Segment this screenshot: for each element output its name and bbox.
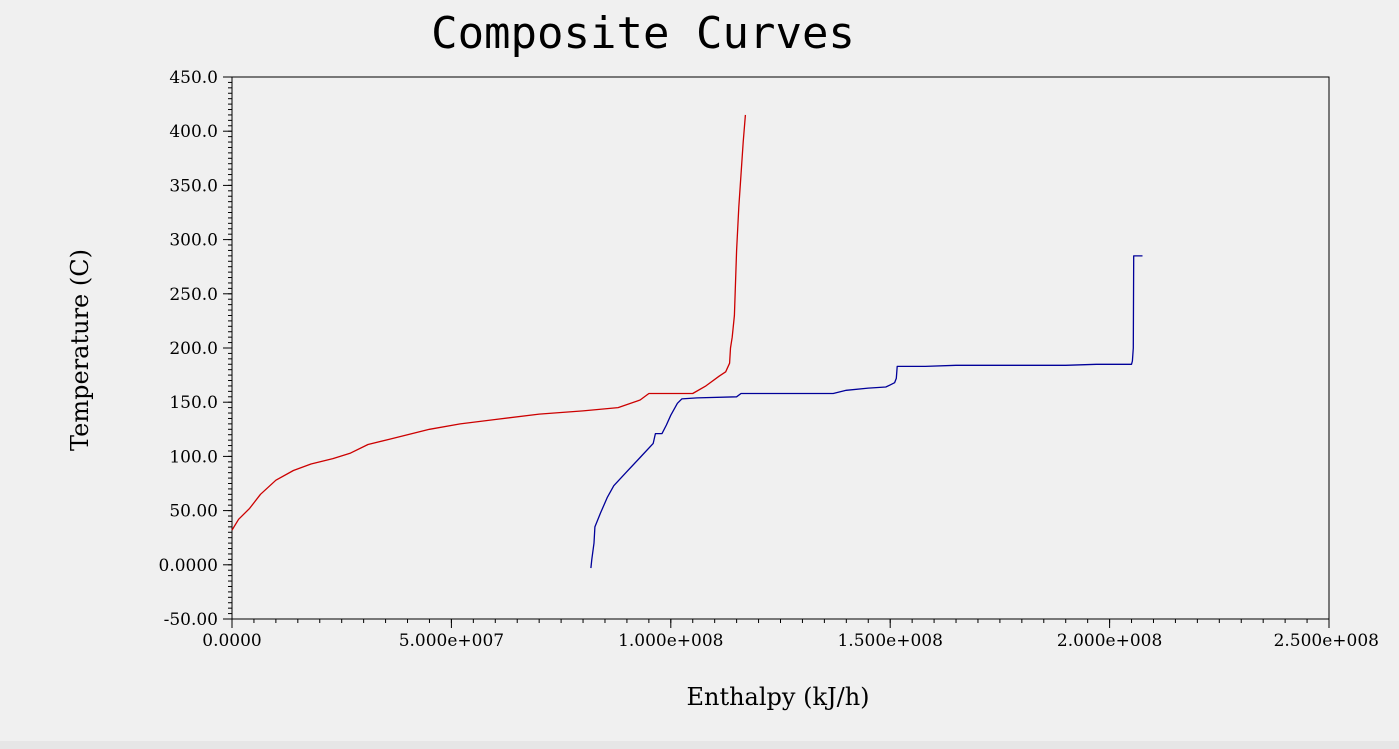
- y-tick-label: 450.0: [169, 68, 218, 88]
- x-tick-label: 2.500e+008: [1274, 631, 1379, 651]
- x-axis-label: Enthalpy (kJ/h): [686, 683, 869, 711]
- y-axis: -50.00 0.0000 50.00 100.0 150.0 200.0 250.0 300…: [159, 68, 232, 630]
- y-tick-label: 300.0: [169, 231, 218, 251]
- window-bottom-strip: [0, 741, 1399, 749]
- x-tick-label: 5.000e+007: [399, 631, 504, 651]
- y-tick-label: 200.0: [169, 339, 218, 359]
- y-tick-label: -50.00: [164, 610, 218, 630]
- cold-composite-curve: [590, 255, 1143, 569]
- x-tick-label: 2.000e+008: [1057, 631, 1162, 651]
- x-axis: 0.0000 5.000e+007 1.000e+008 1.500e+008 2.00…: [202, 619, 1379, 651]
- y-tick-label: 400.0: [169, 122, 218, 142]
- y-tick-label: 50.00: [169, 502, 218, 522]
- y-tick-label: 150.0: [169, 393, 218, 413]
- y-tick-label: 350.0: [169, 176, 218, 196]
- x-tick-label: 0.0000: [202, 631, 261, 651]
- y-tick-label: 100.0: [169, 447, 218, 467]
- chart-title: Composite Curves: [431, 8, 855, 59]
- plot-area: [231, 76, 1330, 620]
- x-tick-label: 1.500e+008: [837, 631, 942, 651]
- y-tick-label: 0.0000: [159, 556, 218, 576]
- hot-composite-curve: [231, 114, 747, 531]
- y-axis-label: Temperature (C): [66, 249, 94, 451]
- y-tick-label: 250.0: [169, 285, 218, 305]
- x-tick-label: 1.000e+008: [618, 631, 723, 651]
- series-layer: [231, 114, 1143, 569]
